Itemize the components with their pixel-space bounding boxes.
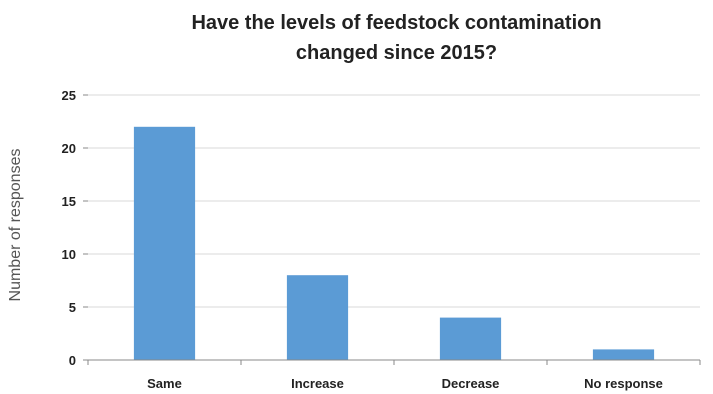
- x-tick-label: No response: [584, 376, 663, 391]
- bars: [133, 126, 655, 360]
- chart-title-line-2: changed since 2015?: [295, 42, 498, 64]
- y-tick-label: 5: [69, 300, 76, 315]
- y-tick-label: 0: [69, 353, 76, 368]
- y-tick-label: 20: [62, 141, 76, 156]
- bar-increase: [286, 275, 349, 360]
- y-tick-label: 25: [62, 88, 76, 103]
- x-tick-label: Increase: [291, 376, 344, 391]
- bar-no-response: [592, 349, 655, 360]
- y-tick-label: 10: [62, 247, 76, 262]
- x-axis-ticks: Same Increase Decrease No response: [87, 360, 701, 391]
- chart-title-line-1: Have the levels of feedstock contaminati…: [191, 12, 602, 34]
- bar-same: [133, 126, 196, 360]
- x-tick-label: Decrease: [442, 376, 500, 391]
- y-axis-ticks: 0 5 10 15 20 25: [62, 88, 88, 368]
- bar-decrease: [439, 317, 502, 360]
- y-tick-label: 15: [62, 194, 76, 209]
- chart-title: Have the levels of feedstock contaminati…: [40, 8, 713, 68]
- x-tick-label: Same: [147, 376, 182, 391]
